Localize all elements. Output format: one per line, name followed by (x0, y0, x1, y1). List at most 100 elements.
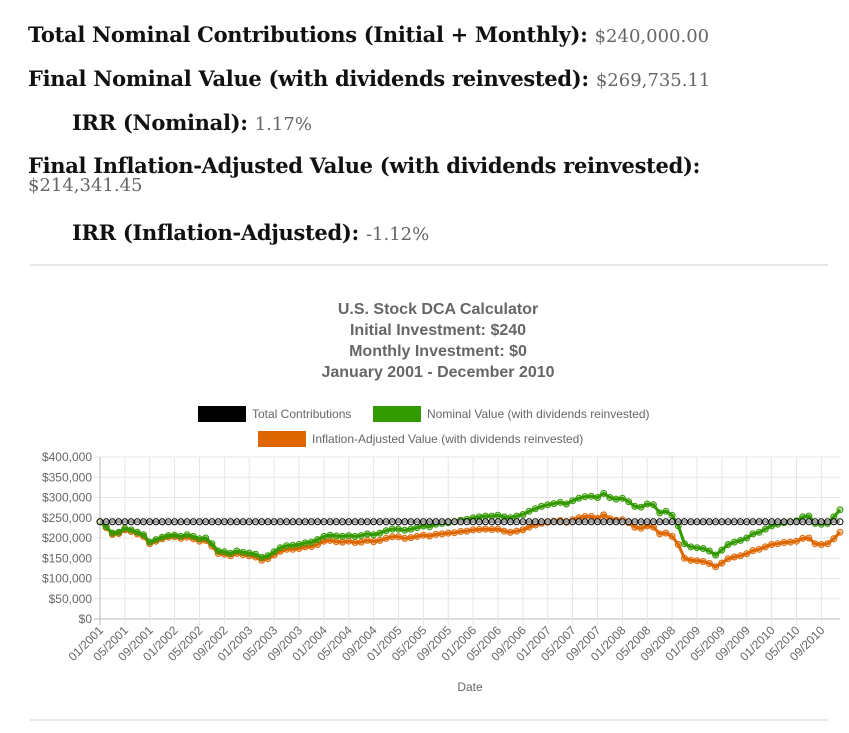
data-point[interactable] (270, 548, 278, 556)
data-point[interactable] (401, 526, 409, 534)
data-point[interactable] (581, 518, 589, 526)
data-point[interactable] (817, 518, 825, 526)
data-point[interactable] (687, 556, 695, 564)
data-point[interactable] (208, 540, 216, 548)
data-point[interactable] (718, 518, 726, 526)
data-point[interactable] (830, 535, 838, 543)
data-point[interactable] (494, 525, 502, 533)
data-point[interactable] (264, 552, 272, 560)
data-point[interactable] (699, 545, 707, 552)
data-point[interactable] (146, 538, 154, 546)
data-point[interactable] (805, 512, 813, 520)
data-point[interactable] (108, 529, 116, 537)
data-point[interactable] (283, 542, 291, 550)
data-point[interactable] (332, 518, 340, 526)
data-point[interactable] (326, 531, 334, 539)
data-point[interactable] (581, 493, 589, 501)
data-point[interactable] (737, 552, 744, 560)
data-point[interactable] (625, 518, 633, 526)
data-point[interactable] (506, 528, 514, 536)
data-point[interactable] (108, 518, 116, 526)
data-point[interactable] (824, 540, 832, 548)
data-point[interactable] (730, 538, 738, 546)
data-point[interactable] (774, 540, 782, 548)
data-point[interactable] (419, 518, 427, 526)
data-point[interactable] (805, 534, 813, 542)
data-point[interactable] (475, 518, 483, 526)
legend-item-nominal[interactable]: Nominal Value (with dividends reinvested… (373, 406, 650, 422)
data-point[interactable] (743, 534, 751, 542)
data-point[interactable] (712, 563, 720, 571)
data-point[interactable] (755, 528, 763, 536)
data-point[interactable] (314, 541, 322, 548)
data-point[interactable] (171, 518, 179, 526)
data-point[interactable] (276, 544, 284, 552)
data-point[interactable] (314, 536, 322, 544)
data-point[interactable] (351, 539, 359, 546)
data-point[interactable] (407, 525, 415, 533)
data-point[interactable] (625, 498, 633, 506)
data-point[interactable] (544, 518, 552, 526)
data-point[interactable] (158, 533, 166, 541)
data-point[interactable] (500, 518, 508, 526)
data-point[interactable] (370, 518, 378, 526)
data-point[interactable] (457, 518, 465, 526)
data-point[interactable] (295, 541, 303, 548)
data-point[interactable] (488, 518, 496, 526)
data-point[interactable] (705, 560, 713, 567)
data-point[interactable] (115, 528, 123, 536)
data-point[interactable] (587, 492, 595, 500)
data-point[interactable] (637, 503, 645, 511)
data-point[interactable] (289, 518, 297, 526)
data-point[interactable] (426, 532, 434, 540)
data-point[interactable] (556, 518, 564, 526)
data-point[interactable] (693, 557, 701, 565)
data-point[interactable] (674, 518, 682, 526)
data-point[interactable] (239, 548, 247, 556)
data-point[interactable] (438, 530, 446, 538)
data-point[interactable] (594, 494, 601, 501)
data-point[interactable] (314, 518, 322, 526)
data-point[interactable] (183, 518, 191, 526)
data-point[interactable] (401, 518, 409, 526)
data-point[interactable] (737, 536, 744, 544)
data-point[interactable] (196, 518, 203, 526)
data-point[interactable] (345, 518, 353, 526)
data-point[interactable] (811, 518, 819, 526)
data-point[interactable] (382, 534, 390, 542)
data-point[interactable] (612, 495, 620, 503)
data-point[interactable] (656, 509, 664, 517)
data-point[interactable] (388, 518, 396, 526)
data-point[interactable] (432, 518, 440, 526)
data-point[interactable] (363, 518, 371, 526)
data-point[interactable] (451, 518, 458, 526)
data-point[interactable] (780, 518, 788, 526)
data-point[interactable] (575, 494, 583, 502)
data-point[interactable] (140, 531, 147, 539)
data-point[interactable] (550, 518, 558, 526)
data-point[interactable] (811, 540, 819, 548)
data-point[interactable] (407, 534, 415, 542)
data-point[interactable] (419, 531, 427, 539)
data-point[interactable] (482, 525, 489, 533)
data-point[interactable] (506, 518, 514, 526)
data-point[interactable] (618, 494, 626, 502)
data-point[interactable] (824, 518, 832, 526)
data-point[interactable] (631, 518, 639, 526)
data-point[interactable] (357, 518, 365, 526)
data-point[interactable] (289, 541, 297, 549)
data-point[interactable] (681, 540, 688, 548)
data-point[interactable] (618, 518, 626, 526)
data-point[interactable] (793, 537, 800, 545)
data-point[interactable] (674, 541, 682, 548)
data-point[interactable] (469, 518, 477, 526)
data-point[interactable] (693, 544, 701, 552)
data-point[interactable] (693, 518, 701, 526)
data-point[interactable] (102, 518, 110, 526)
data-point[interactable] (749, 530, 757, 538)
data-point[interactable] (370, 538, 378, 546)
data-point[interactable] (836, 528, 844, 536)
data-point[interactable] (388, 525, 396, 533)
data-point[interactable] (643, 518, 651, 526)
data-point[interactable] (494, 518, 502, 526)
